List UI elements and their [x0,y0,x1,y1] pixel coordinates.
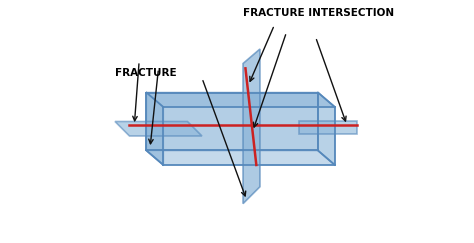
Polygon shape [146,93,335,107]
Polygon shape [146,150,335,165]
Polygon shape [146,93,164,165]
Text: FRACTURE INTERSECTION: FRACTURE INTERSECTION [243,8,394,17]
Text: FRACTURE: FRACTURE [115,68,177,78]
Polygon shape [243,49,260,204]
Polygon shape [318,93,335,165]
Polygon shape [299,122,356,134]
Polygon shape [146,93,318,150]
Polygon shape [115,122,202,136]
